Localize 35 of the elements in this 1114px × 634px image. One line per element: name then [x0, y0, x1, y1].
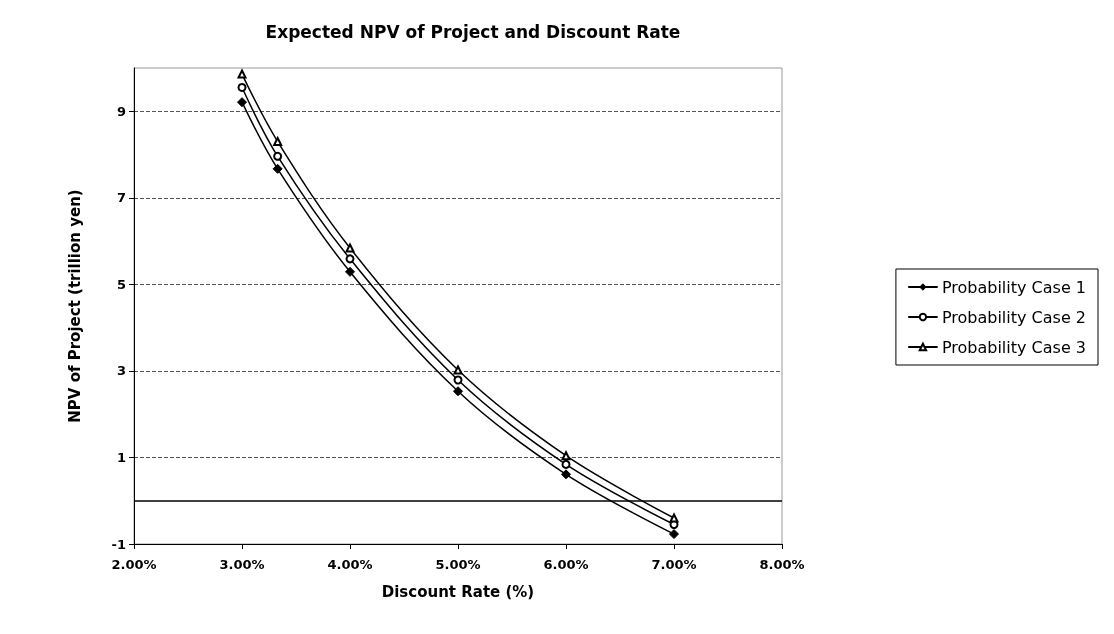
point — [345, 266, 355, 277]
point — [561, 469, 571, 480]
point — [453, 375, 463, 385]
point — [273, 151, 283, 161]
x-tick-label: 3.00% — [219, 557, 265, 572]
y-axis-title: NPV of Project (trillion yen) — [65, 189, 84, 423]
y-tick-label: 5 — [116, 276, 126, 292]
point — [237, 82, 247, 92]
y-tick-label: -1 — [111, 536, 126, 552]
point — [237, 69, 247, 79]
x-tick-label: 4.00% — [327, 557, 373, 572]
legend-label: Probability Case 3 — [941, 337, 1087, 357]
x-tick-label: 6.00% — [543, 557, 589, 572]
x-tick-label: 7.00% — [651, 557, 697, 572]
x-tick-label: 5.00% — [435, 557, 481, 572]
point — [345, 243, 355, 253]
point — [669, 513, 679, 523]
chart-title: Expected NPV of Project and Discount Rate — [265, 21, 681, 42]
point — [345, 254, 355, 264]
x-tick-label: 8.00% — [759, 557, 805, 572]
y-tick-label: 7 — [116, 190, 126, 206]
point — [237, 97, 247, 108]
y-tick-label: 3 — [116, 363, 126, 379]
point — [561, 459, 571, 469]
y-tick-label: 1 — [116, 449, 126, 465]
point — [669, 529, 679, 540]
point — [453, 386, 463, 397]
y-tick-label: 9 — [116, 103, 126, 119]
legend-label: Probability Case 1 — [941, 277, 1087, 297]
point — [272, 163, 283, 174]
point — [453, 365, 463, 375]
point — [561, 451, 571, 461]
x-axis-title: Discount Rate (%) — [381, 582, 535, 601]
legend-label: Probability Case 2 — [941, 307, 1087, 327]
x-tick-label: 2.00% — [111, 557, 157, 572]
